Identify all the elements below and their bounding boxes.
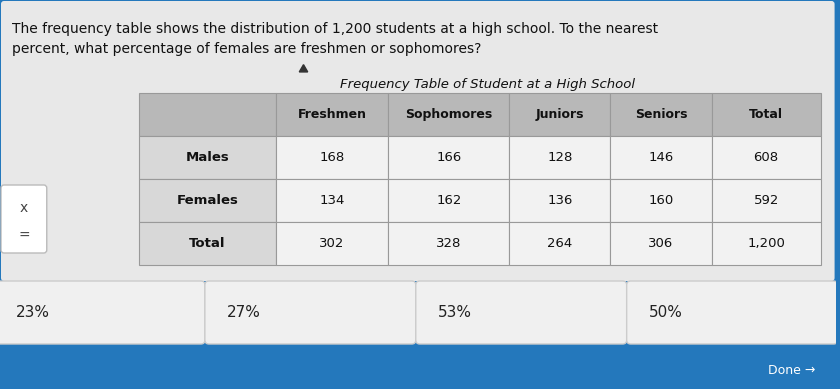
Text: Frequency Table of Student at a High School: Frequency Table of Student at a High Sch… — [340, 78, 635, 91]
FancyBboxPatch shape — [205, 281, 416, 344]
Text: Females: Females — [176, 194, 239, 207]
Bar — [711, 93, 821, 136]
Bar — [139, 179, 276, 222]
Bar — [611, 179, 711, 222]
Text: 27%: 27% — [227, 305, 260, 320]
Bar — [388, 222, 509, 265]
FancyBboxPatch shape — [0, 281, 205, 344]
Bar — [139, 93, 276, 136]
Text: percent, what percentage of females are freshmen or sophomores?: percent, what percentage of females are … — [12, 42, 481, 56]
FancyBboxPatch shape — [627, 281, 837, 344]
Bar — [611, 136, 711, 179]
Text: 328: 328 — [436, 237, 461, 250]
Bar — [611, 93, 711, 136]
Text: 53%: 53% — [438, 305, 472, 320]
Bar — [611, 222, 711, 265]
Text: Done →: Done → — [769, 363, 816, 377]
FancyBboxPatch shape — [1, 1, 835, 281]
Text: Seniors: Seniors — [635, 108, 687, 121]
Text: =: = — [18, 229, 29, 243]
Bar — [276, 222, 388, 265]
FancyBboxPatch shape — [416, 281, 627, 344]
Bar — [388, 179, 509, 222]
Text: 264: 264 — [547, 237, 572, 250]
Text: 50%: 50% — [648, 305, 682, 320]
Text: 592: 592 — [753, 194, 779, 207]
Bar — [388, 93, 509, 136]
Bar — [509, 136, 611, 179]
Text: Total: Total — [749, 108, 783, 121]
Text: 1,200: 1,200 — [748, 237, 785, 250]
Text: Freshmen: Freshmen — [297, 108, 366, 121]
Text: Males: Males — [186, 151, 229, 164]
Bar — [711, 179, 821, 222]
Bar — [139, 136, 276, 179]
Bar — [276, 179, 388, 222]
Text: 166: 166 — [436, 151, 461, 164]
Text: Sophomores: Sophomores — [405, 108, 492, 121]
Bar — [509, 222, 611, 265]
Bar — [276, 136, 388, 179]
Bar — [509, 179, 611, 222]
Text: Juniors: Juniors — [536, 108, 584, 121]
Bar — [276, 93, 388, 136]
Text: 136: 136 — [547, 194, 573, 207]
Text: 128: 128 — [547, 151, 573, 164]
Bar — [388, 136, 509, 179]
Text: 162: 162 — [436, 194, 461, 207]
Text: 168: 168 — [319, 151, 344, 164]
Text: Total: Total — [189, 237, 226, 250]
Text: 146: 146 — [648, 151, 674, 164]
Text: 23%: 23% — [16, 305, 50, 320]
Bar — [509, 93, 611, 136]
Text: x: x — [20, 201, 28, 215]
Bar — [711, 222, 821, 265]
Bar — [711, 136, 821, 179]
Text: The frequency table shows the distribution of 1,200 students at a high school. T: The frequency table shows the distributi… — [12, 22, 658, 36]
Text: 302: 302 — [319, 237, 344, 250]
Text: 134: 134 — [319, 194, 344, 207]
Text: 608: 608 — [753, 151, 779, 164]
Bar — [139, 222, 276, 265]
Text: 306: 306 — [648, 237, 674, 250]
Text: 160: 160 — [648, 194, 674, 207]
FancyBboxPatch shape — [1, 185, 47, 253]
